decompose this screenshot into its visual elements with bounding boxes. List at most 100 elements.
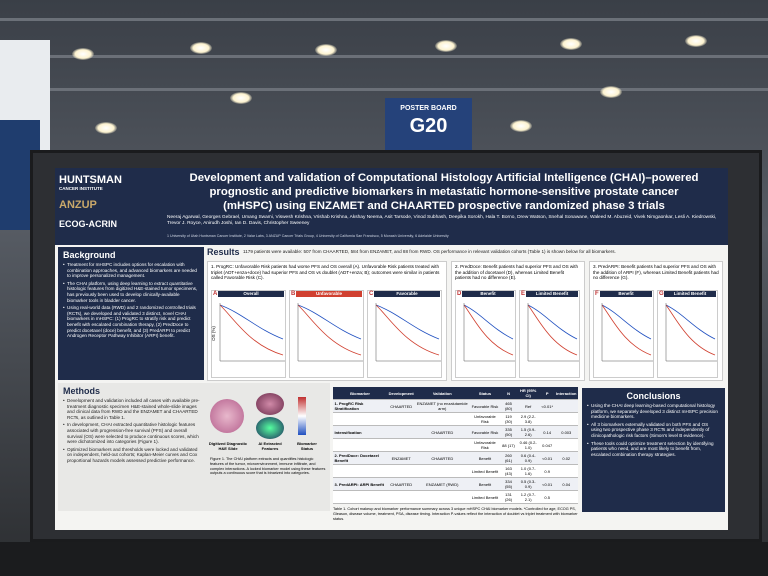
km-curves — [527, 303, 579, 362]
km-plot: D Benefit — [455, 290, 516, 378]
biomarker-scale — [298, 397, 306, 435]
table-cell: Limited Benefit — [469, 464, 501, 478]
km-plot: G Limited Benefit — [657, 290, 718, 378]
axes — [601, 303, 653, 362]
ceiling-light — [95, 122, 117, 134]
results-panel: 3. PredARPI: Benefit patients had superi… — [589, 261, 723, 381]
ceiling-light — [600, 86, 622, 98]
km-curves — [665, 303, 717, 362]
table-cell — [554, 399, 578, 413]
logo: ECOG-ACRIN — [59, 219, 117, 229]
table-row: Unfavorable Risk 88 (17) 0.46 (0.2-1.0) 0.0… — [333, 438, 578, 452]
title-line: (mHSPC) using ENZAMET and CHAARTED prosp… — [223, 200, 665, 212]
curve — [375, 304, 440, 340]
results-intro: 1179 patients were available: 507 from C… — [243, 249, 616, 254]
table-cell — [333, 412, 388, 426]
section-heading: Results — [207, 247, 240, 257]
table-cell — [415, 490, 470, 504]
bullet: All 3 biomarkers externally validated on… — [591, 422, 720, 439]
km-plot: B Unfavorable — [289, 290, 364, 378]
table-cell: 3. PredARPI: ARPI Benefit — [333, 477, 388, 491]
sign-label: POSTER BOARD — [400, 105, 457, 112]
curve — [375, 304, 440, 356]
table-row: 2. PredDoce: Docetaxel Benefit ENZAMET CHA… — [333, 451, 578, 465]
table-row: Unfavorable Risk 119 (30) 2.9 (2.2-3.8) — [333, 412, 578, 426]
ceiling-light — [435, 40, 457, 52]
bullet-list: Using the CHAI deep learning-based compu… — [587, 403, 720, 457]
results-table: Biomarker Development Validation Status N HR … — [333, 387, 578, 504]
curve — [665, 304, 716, 340]
plot-letter: E — [521, 291, 526, 297]
ceiling-light — [315, 44, 337, 56]
results-panel: 2. PredDoce: Benefit patients had superi… — [451, 261, 585, 381]
plot-title: Benefit — [600, 291, 652, 297]
table-cell: <0.01 — [539, 477, 555, 491]
table-cell: 0.5 (0.3-0.9) — [516, 477, 540, 491]
bullet: The CHAI platform, using deep learning t… — [67, 281, 199, 303]
table-cell: 0.9 — [539, 464, 555, 478]
column-header: Validation — [415, 387, 470, 400]
panel-text: 3. PredARPI: Benefit patients had superi… — [593, 264, 719, 281]
table-cell: CHAARTED — [387, 399, 416, 413]
column-header: Interaction — [554, 387, 578, 400]
table-cell — [415, 464, 470, 478]
table-cell: CHAARTED — [415, 451, 470, 465]
table-cell — [387, 425, 416, 439]
table-cell: 0.003 — [554, 425, 578, 439]
table-cell: ENZAMET (no enzalutamide arm) — [415, 399, 470, 413]
table-cell — [387, 412, 416, 426]
table-cell: 119 (30) — [500, 412, 517, 426]
table-cell — [387, 464, 416, 478]
bullet: Using the CHAI deep learning-based compu… — [591, 403, 720, 420]
results-section: Results 1179 patients were available: 50… — [207, 247, 725, 383]
bullet-list: Treatment for mHSPC includes options for… — [63, 262, 199, 339]
section-heading: Conclusions — [626, 391, 681, 401]
curve — [463, 304, 514, 340]
methods-section: Methods Development and validation inclu… — [58, 383, 330, 511]
curve — [527, 304, 578, 356]
table-cell: 335 (50) — [500, 425, 517, 439]
plot-title: Limited Benefit — [526, 291, 578, 297]
curve — [219, 304, 284, 356]
poster-board-sign: POSTER BOARD G20 — [385, 98, 472, 154]
figure-caption: Figure 1. The CHAI platform extracts and… — [210, 457, 326, 476]
title-line: Development and validation of Computatio… — [189, 172, 699, 184]
bullet: Treatment for mHSPC includes options for… — [67, 262, 199, 279]
table-cell: Benefit — [469, 451, 501, 465]
table-cell: <0.01* — [539, 399, 555, 413]
section-heading: Methods — [63, 386, 100, 396]
ceiling-light — [510, 120, 532, 132]
table-cell: 2.9 (2.2-3.8) — [516, 412, 540, 426]
axes — [463, 303, 515, 362]
table-cell: 0.6 (0.4-0.9) — [516, 451, 540, 465]
plot-title: Benefit — [462, 291, 514, 297]
ceiling-beam — [0, 88, 768, 91]
curve — [527, 304, 578, 340]
ceiling-light — [230, 92, 252, 104]
table-row: 3. PredARPI: ARPI Benefit CHAARTED ENZAMET… — [333, 477, 578, 491]
table-cell: Favorable Risk — [469, 399, 501, 413]
poster: HUNTSMAN CANCER INSTITUTE ANZUP ECOG-ACR… — [55, 168, 728, 530]
axes — [375, 303, 441, 362]
column-header: Development — [387, 387, 416, 400]
axes — [219, 303, 285, 362]
plot-title: Favorable — [374, 291, 440, 297]
plot-letter: F — [595, 291, 599, 297]
km-curves — [601, 303, 653, 362]
table-cell — [554, 412, 578, 426]
table-cell: Intensification — [333, 425, 388, 439]
bullet-list: Development and validation included all … — [63, 398, 203, 464]
plot-letter: B — [291, 291, 296, 297]
title-line: prognostic and predictive biomarkers in … — [209, 186, 679, 198]
bullet: These tools could optimize treatment sel… — [591, 441, 720, 458]
curve — [297, 304, 362, 340]
column-header: Biomarker — [333, 387, 388, 400]
km-plot: F Benefit — [593, 290, 654, 378]
feature-image — [256, 393, 284, 415]
table-cell: 0.02 — [554, 451, 578, 465]
section-heading: Background — [63, 250, 116, 260]
km-curves — [463, 303, 515, 362]
table-cell — [554, 438, 578, 452]
km-curves — [219, 303, 285, 362]
